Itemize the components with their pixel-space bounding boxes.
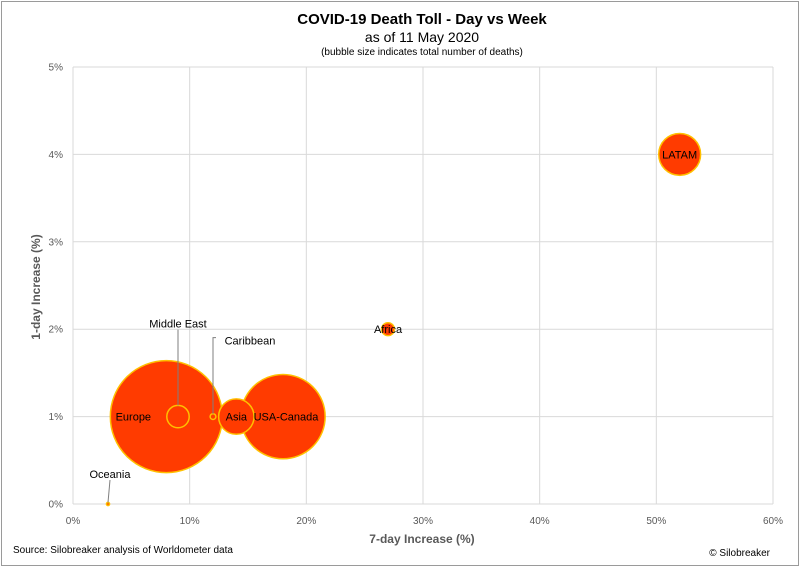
y-tick-label: 0% xyxy=(49,500,64,511)
bubble-africa xyxy=(380,321,396,337)
bubble-caribbean xyxy=(209,412,217,421)
bubble-label-africa: Africa xyxy=(374,324,403,336)
y-tick-label: 5% xyxy=(49,63,64,74)
bubble-oceania xyxy=(105,501,111,507)
bubble-labels: Europe USA-Canada Asia Middle East Caribbean… xyxy=(90,149,698,481)
x-tick-label: 10% xyxy=(180,516,200,527)
bubble-latam xyxy=(657,132,702,177)
bubble-label-caribbean: Caribbean xyxy=(225,336,276,348)
x-tick-label: 60% xyxy=(763,516,783,527)
bubble-label-latam: LATAM xyxy=(662,149,697,161)
x-axis-label: 7-day Increase (%) xyxy=(369,532,474,546)
bubble-label-europe: Europe xyxy=(116,412,151,424)
leader-caribbean xyxy=(212,337,216,414)
x-tick-label: 0% xyxy=(66,516,81,527)
chart-title: COVID-19 Death Toll - Day vs Week xyxy=(297,11,547,28)
x-tick-label: 30% xyxy=(413,516,433,527)
bubble-label-asia: Asia xyxy=(226,412,248,424)
x-tick-label: 40% xyxy=(530,516,550,527)
bubble-asia xyxy=(217,398,255,436)
bubble-middle-east xyxy=(166,404,190,429)
x-tick-label: 20% xyxy=(296,516,316,527)
y-tick-label: 1% xyxy=(49,412,64,423)
chart-subtitle: as of 11 May 2020 xyxy=(365,29,479,45)
leader-lines xyxy=(107,329,216,503)
y-tick-label: 2% xyxy=(49,325,64,336)
y-axis-label: 1-day Increase (%) xyxy=(29,234,43,339)
grid xyxy=(72,66,774,505)
x-tick-label: 50% xyxy=(646,516,666,527)
source-note: Source: Silobreaker analysis of Worldome… xyxy=(13,545,233,556)
bubble-label-oceania: Oceania xyxy=(90,469,132,481)
copyright-note: © Silobreaker xyxy=(709,548,770,559)
y-tick-label: 4% xyxy=(49,150,64,161)
chart-note: (bubble size indicates total number of d… xyxy=(321,47,523,58)
bubble-label-middle-east: Middle East xyxy=(149,319,206,331)
tick-labels: 0% 10% 20% 30% 40% 50% 60% 0% 1% 2% 3% 4% 5% xyxy=(49,63,784,528)
y-tick-label: 3% xyxy=(49,237,64,248)
bubbles xyxy=(105,132,702,507)
bubble-label-usa-canada: USA-Canada xyxy=(254,412,320,424)
leader-oceania xyxy=(107,479,111,503)
